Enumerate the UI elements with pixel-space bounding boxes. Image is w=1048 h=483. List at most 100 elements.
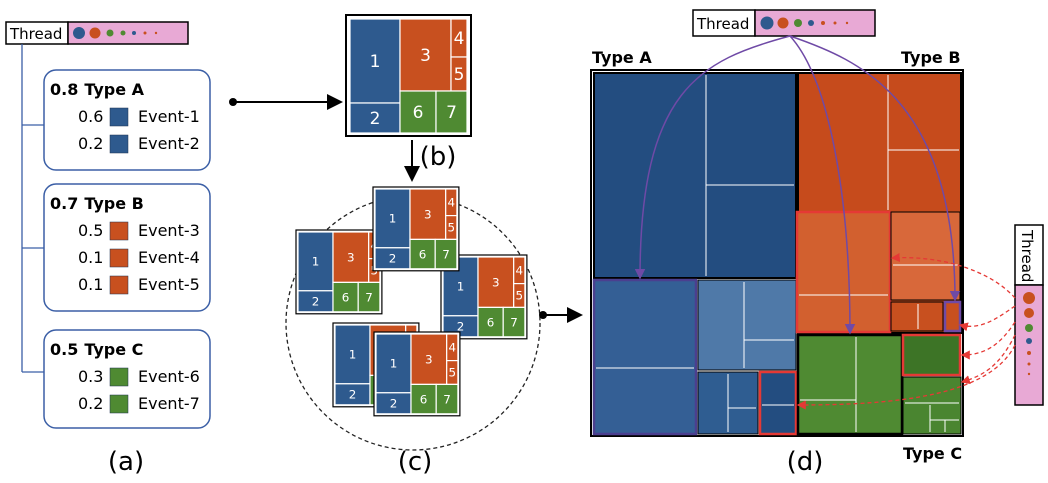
thread-dot [132,31,136,35]
treemap-cell-label: 2 [389,252,397,266]
thread-dot [143,31,147,35]
type-c-region [796,333,962,436]
treemap-cell-label: 2 [390,397,398,411]
event-swatch [109,248,129,268]
thread-dot [1024,308,1034,318]
thread-dot [106,29,114,37]
event-swatch [109,107,129,127]
treemap-cell-label: 1 [312,255,320,269]
treemap-cell-label: 2 [349,388,357,402]
type-c-label: Type C [903,444,962,463]
treemap-cell-label: 5 [448,221,456,235]
treemap-cell-label: 1 [389,212,397,226]
treemap-cell-label: 7 [443,392,451,406]
treemap-cell [332,231,370,284]
event-swatch [109,134,129,154]
thread-dot [760,16,774,30]
treemap-cell [435,383,459,415]
thread-label: Thread [9,25,62,43]
treemap-cell-label: 1 [457,280,465,294]
thread-label: Thread [1018,229,1036,282]
treemap-cell-label: 6 [420,392,428,406]
cell-d-highlight [901,333,962,377]
panel-b: 1 2 3 4 5 6 7 (b) [345,14,472,182]
treemap-cell [477,306,504,338]
event-weight: 0.6 [78,107,103,126]
treemap-cell-label: 6 [413,103,424,123]
treemap-cell-label: 2 [312,295,320,309]
group-weight: 0.7 [50,194,78,213]
event-swatch [109,275,129,295]
treemap-cell-label: 7 [442,247,450,261]
thread-dot [794,19,802,27]
tree-connectors [21,44,44,373]
thread-arrows-top [634,35,961,335]
treemap-cell-label: 6 [342,290,350,304]
treemap-cell-label: 3 [492,275,500,289]
treemap-cell [399,18,452,92]
thread-dot [1025,324,1033,332]
caption-b: (b) [420,142,457,172]
thread-dot [1027,351,1031,355]
event-name: Event-2 [138,134,200,153]
treemap-cell [297,231,334,292]
treemap-cell-label: 7 [365,290,373,304]
group-type: Type B [84,194,144,213]
group-header: 0.8 Type A [50,80,145,99]
type-a-region [592,72,798,436]
group-header: 0.7 Type B [50,194,144,213]
treemap-cell [410,333,448,386]
cell-d [890,211,961,301]
event-weight: 0.1 [78,275,103,294]
type-b-region [795,72,962,334]
event-swatch [109,367,129,387]
arrow-a-to-b [229,94,343,110]
group-header: 0.5 Type C [50,340,143,359]
thread-bar [1014,284,1044,406]
thread-bar [754,9,876,37]
thread-dot [808,20,814,26]
cell-d [593,72,797,279]
cell-d [902,376,962,435]
treemap-b: 1 2 3 4 5 6 7 [349,18,468,134]
event-swatch [109,221,129,241]
event-weight: 0.2 [78,394,103,413]
treemap-cell [399,90,437,134]
thread-dot [89,27,101,39]
treemap-cell [409,238,436,270]
thread-dot [1027,372,1031,376]
cell-d-highlight [758,370,798,436]
treemap-cell [435,90,468,134]
treemap-cell [334,324,371,385]
event-weight: 0.5 [78,221,103,240]
thread-dot [1026,338,1032,344]
panel-d: Thread Type A Type B Type C [590,9,1044,477]
treemap-cell-label: 2 [370,109,381,129]
cell-d-highlight [943,300,962,333]
event-name: Event-3 [138,221,200,240]
treemap-cell-label: 5 [454,65,465,85]
treemap-cell-label: 6 [419,247,427,261]
caption-d: (d) [787,447,824,477]
thread-dot [73,27,85,39]
treemap-cell [332,281,359,313]
thread-bar [67,21,189,45]
treemap-cell-label: 3 [424,207,432,221]
treemap-cell-label: 3 [347,250,355,264]
panel-c: 12345671234567123456712345671234567 (c) [285,186,541,477]
group-contents: 0.8 Type A0.6 Event-10.2 Event-20.7 Type B0.… [50,80,200,414]
treemap-cell-label: 7 [510,315,518,329]
thread-dot [845,21,849,25]
event-name: Event-6 [138,367,200,386]
cell-d [592,278,698,436]
group-type: Type C [84,340,143,359]
cell-d [697,279,797,371]
thread-label: Thread [696,15,749,33]
treemap-cell-label: 7 [446,103,457,123]
group-type: Type A [84,80,144,99]
